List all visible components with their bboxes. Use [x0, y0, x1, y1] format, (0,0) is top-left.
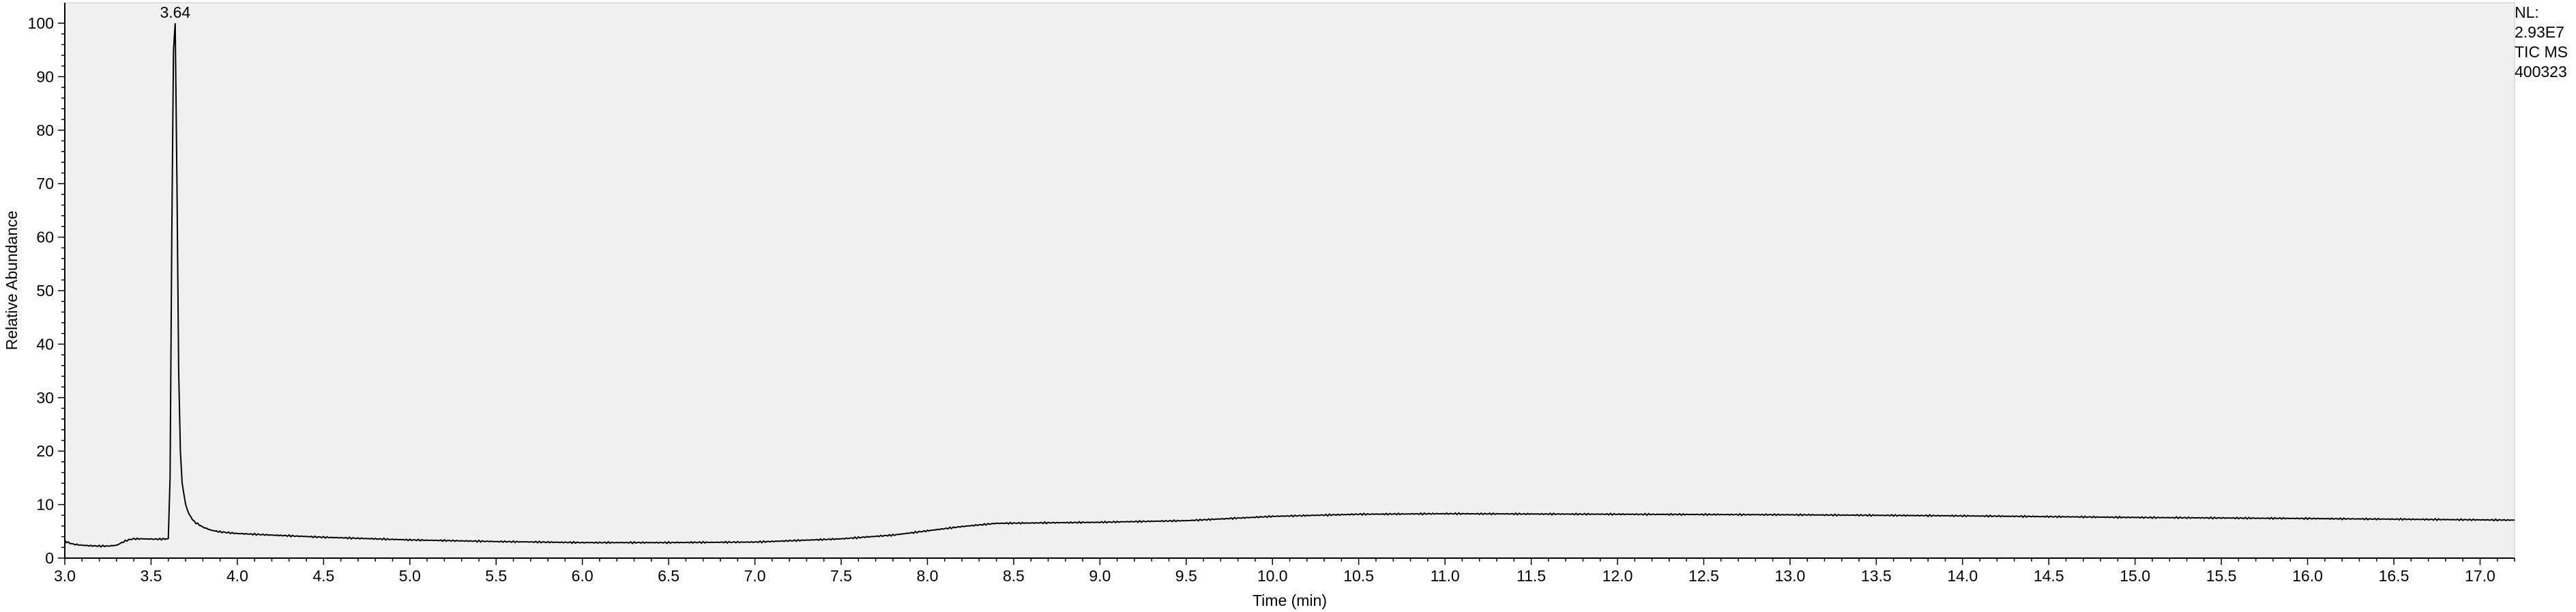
- x-tick-label: 13.5: [1861, 567, 1892, 585]
- x-tick-label: 11.5: [1517, 567, 1546, 585]
- x-tick-label: 15.5: [2206, 567, 2237, 585]
- x-tick-label: 12.0: [1602, 567, 1633, 585]
- x-tick-label: 14.5: [2034, 567, 2064, 585]
- y-tick-label: 30: [36, 389, 54, 407]
- plot-area: [64, 2, 2515, 559]
- x-axis-ticks: 3.0 3.5 4.0 4.5 5.0 5.5 6.0 6.5 7.0 7.5 8.0 8.5 9.0 9…: [54, 558, 2515, 585]
- x-tick-label: 8.0: [916, 567, 938, 585]
- x-tick-label: 4.0: [226, 567, 248, 585]
- peak-label: 3.64: [160, 3, 190, 21]
- x-tick-label: 10.0: [1257, 567, 1288, 585]
- x-tick-label: 8.5: [1003, 567, 1025, 585]
- y-tick-label: 90: [36, 68, 54, 85]
- tic-trace-0: [64, 23, 2515, 548]
- scan-info: NL: 2.93E7 TIC MS 400323: [2515, 3, 2568, 82]
- x-tick-label: 16.5: [2379, 567, 2410, 585]
- y-tick-label: 70: [36, 175, 54, 192]
- x-tick-label: 7.5: [830, 567, 852, 585]
- series-layer: [64, 23, 2515, 548]
- x-tick-label: 7.0: [744, 567, 766, 585]
- y-tick-label: 100: [28, 14, 54, 32]
- x-tick-label: 9.5: [1175, 567, 1197, 585]
- x-tick-label: 5.5: [485, 567, 507, 585]
- x-tick-label: 14.0: [1947, 567, 1978, 585]
- y-tick-label: 80: [36, 121, 54, 139]
- x-tick-label: 3.5: [140, 567, 162, 585]
- y-tick-label: 0: [45, 549, 54, 567]
- x-tick-label: 15.0: [2120, 567, 2150, 585]
- scan-type: TIC MS: [2515, 43, 2568, 61]
- y-axis-ticks: 0 10 20 30 40 50 60 70 80 90 100: [28, 14, 65, 567]
- x-tick-label: 5.0: [399, 567, 421, 585]
- x-tick-label: 17.0: [2465, 567, 2496, 585]
- x-tick-label: 11.0: [1431, 567, 1460, 585]
- x-tick-label: 10.5: [1343, 567, 1374, 585]
- y-tick-label: 60: [36, 229, 54, 246]
- x-tick-label: 13.0: [1774, 567, 1805, 585]
- y-tick-label: 20: [36, 442, 54, 460]
- x-tick-label: 6.0: [572, 567, 594, 585]
- x-tick-label: 12.5: [1688, 567, 1719, 585]
- y-tick-label: 40: [36, 335, 54, 353]
- x-tick-label: 16.0: [2292, 567, 2323, 585]
- x-axis-label: Time (min): [1253, 592, 1327, 609]
- y-axis-label: Relative Abundance: [3, 211, 20, 351]
- y-tick-label: 50: [36, 282, 54, 300]
- x-tick-label: 4.5: [312, 567, 334, 585]
- x-tick-label: 6.5: [658, 567, 679, 585]
- nl-value: 2.93E7: [2515, 23, 2564, 41]
- y-tick-label: 10: [36, 496, 54, 514]
- nl-label: NL:: [2515, 3, 2539, 21]
- x-tick-label: 9.0: [1089, 567, 1111, 585]
- x-tick-label: 3.0: [54, 567, 76, 585]
- file-id: 400323: [2515, 63, 2567, 81]
